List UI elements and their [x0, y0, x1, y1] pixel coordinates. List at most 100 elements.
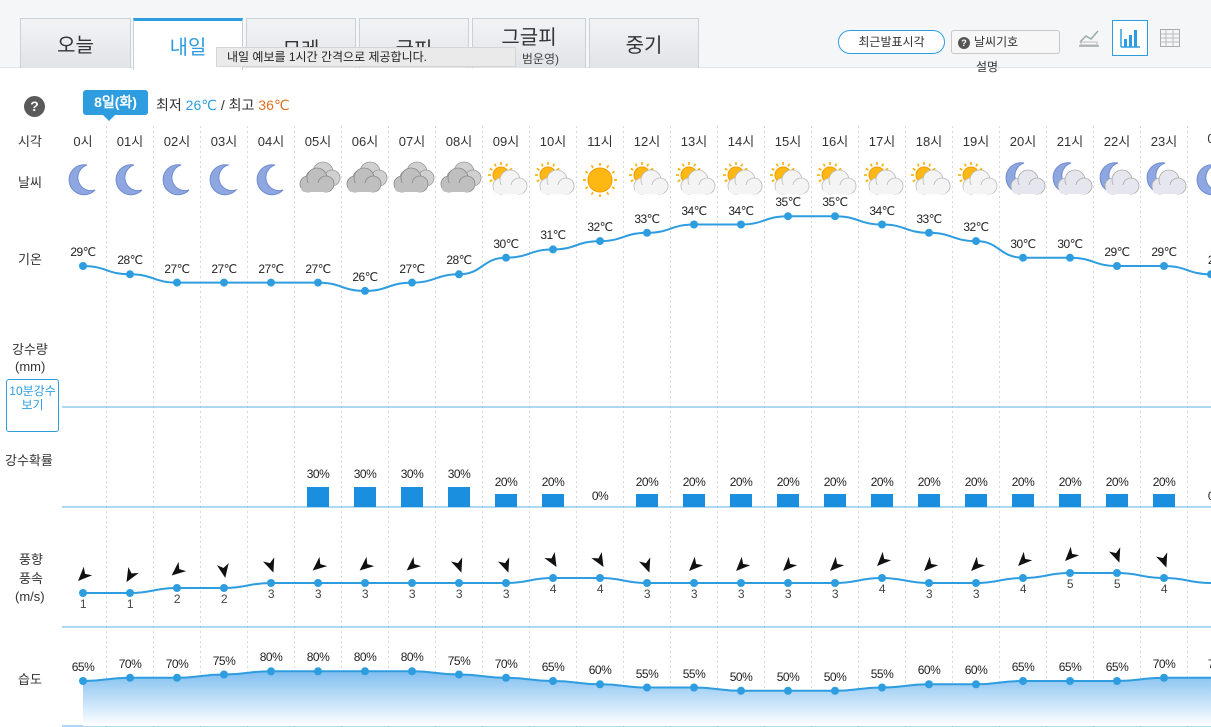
min-label: 최저	[156, 97, 182, 113]
bar-chart-view-button[interactable]	[1112, 20, 1148, 56]
humidity-point	[314, 667, 322, 676]
humidity-label: 65%	[1011, 660, 1035, 674]
help-icon[interactable]: ?	[24, 96, 45, 117]
temperature-label: 35℃	[775, 195, 801, 210]
humidity-label: 80%	[353, 650, 377, 665]
hour-label: 07시	[398, 134, 426, 149]
night-cloudy-icon	[1099, 162, 1140, 195]
wind-speed-label: 5	[1066, 577, 1074, 591]
temperature-point	[643, 228, 651, 237]
cloudy-icon	[440, 161, 482, 193]
temperature-label: 30℃	[1010, 236, 1036, 251]
humidity-label: 70%	[165, 656, 189, 671]
temperature-label: 34℃	[869, 203, 895, 218]
question-icon: ?	[958, 37, 970, 49]
humidity-label: 70%	[1152, 656, 1176, 671]
tab-label: 중기	[625, 35, 663, 57]
temperature-point	[267, 278, 275, 287]
humidity-point	[1160, 673, 1168, 682]
weather-symbol-button[interactable]: ? 날씨기호	[951, 30, 1060, 54]
wind-speed-point	[1066, 569, 1074, 577]
wind-direction-arrow-icon	[312, 556, 328, 571]
humidity-label: 75%	[212, 653, 236, 668]
temperature-point	[1207, 270, 1211, 279]
humidity-point	[925, 680, 933, 689]
temperature-point	[1019, 253, 1027, 262]
pop-bar	[730, 494, 752, 507]
pop-label: 20%	[494, 475, 518, 489]
hour-label: 17시	[868, 134, 896, 149]
wind-direction-arrow-icon	[171, 561, 187, 576]
wind-direction-arrow-icon	[638, 557, 651, 573]
wind-speed-label: 3	[925, 587, 933, 601]
graph-line-icon	[1079, 30, 1099, 47]
wind-speed-label: 4	[596, 582, 604, 596]
hour-label: 04시	[257, 134, 285, 149]
humidity-point	[972, 680, 980, 689]
pop-bar	[965, 494, 987, 507]
temperature-point	[1066, 253, 1074, 262]
wind-direction-arrow-icon	[877, 551, 892, 566]
humidity-point	[1019, 677, 1027, 685]
recent-release-button[interactable]: 최근발표시각	[838, 30, 945, 54]
wind-speed-point	[596, 574, 604, 582]
humidity-label: 60%	[964, 663, 988, 678]
temperature-label: 34℃	[681, 203, 707, 218]
hour-label: 01시	[116, 134, 144, 149]
hour-label: 06시	[351, 134, 379, 149]
pop-bar	[871, 494, 893, 507]
night-clear-icon	[162, 164, 190, 196]
wind-speed-point	[549, 574, 557, 582]
pop-bar	[1059, 494, 1081, 507]
temperature-point	[455, 270, 463, 279]
pop-label: 20%	[964, 475, 988, 489]
temperature-label: 29℃	[70, 245, 96, 259]
wind-speed-point	[408, 579, 416, 587]
tab-midterm[interactable]: 중기	[589, 18, 699, 68]
graph-line-view-button[interactable]	[1071, 20, 1107, 56]
hour-label: 16시	[821, 134, 849, 149]
wind-direction-arrow-icon	[783, 556, 798, 571]
row-label-time: 시각	[18, 134, 42, 149]
wind-direction-arrow-icon	[359, 556, 375, 571]
row-label-pop: 강수확률	[5, 453, 53, 468]
pop-bar	[918, 494, 940, 507]
rain-10min-button[interactable]: 10분강수보기	[6, 379, 59, 432]
humidity-label: 75%	[447, 653, 471, 668]
tab-today[interactable]: 오늘	[20, 18, 131, 68]
hour-label: 12시	[633, 134, 661, 149]
pop-label: 20%	[823, 475, 847, 489]
humidity-point	[784, 686, 792, 695]
humidity-label: 60%	[588, 663, 612, 678]
temperature-point	[173, 278, 181, 287]
temperature-label: 35℃	[822, 195, 848, 210]
humidity-label: 65%	[1105, 660, 1129, 674]
humidity-label: 50%	[776, 669, 800, 684]
wind-direction-arrow-icon	[1155, 552, 1168, 568]
temperature-label: 27℃	[305, 261, 331, 276]
night-clear-icon	[209, 164, 237, 196]
temperature-point	[925, 228, 933, 237]
wind-speed-label: 3	[361, 587, 369, 601]
pop-bar	[1153, 494, 1175, 507]
pop-label: 0%	[591, 489, 609, 503]
row-label-precip: 강수량	[12, 342, 48, 357]
temperature-label: 29℃	[1104, 245, 1130, 259]
humidity-point	[549, 677, 557, 685]
temperature-label: 33℃	[634, 211, 660, 226]
table-view-button[interactable]	[1152, 20, 1188, 56]
humidity-point	[220, 670, 228, 679]
pop-bar	[354, 487, 376, 507]
pop-bar	[1106, 494, 1128, 507]
humidity-label: 80%	[259, 650, 283, 665]
wind-direction-arrow-icon	[497, 557, 510, 573]
hour-label: 09시	[492, 134, 520, 149]
temperature-point	[549, 245, 557, 254]
wind-speed-point	[1113, 569, 1121, 577]
temperature-label: 26℃	[352, 269, 378, 284]
pop-bar	[448, 487, 470, 507]
pop-bar	[1012, 494, 1034, 507]
wind-direction-arrow-icon	[1065, 546, 1080, 561]
humidity-point	[831, 686, 839, 695]
